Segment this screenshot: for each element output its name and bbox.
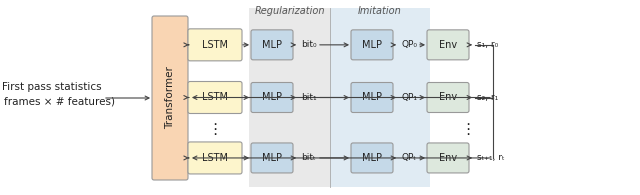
FancyBboxPatch shape — [351, 30, 393, 60]
Text: QP₀: QP₀ — [401, 40, 417, 49]
FancyBboxPatch shape — [152, 16, 188, 180]
Text: MLP: MLP — [262, 92, 282, 103]
FancyBboxPatch shape — [427, 82, 469, 113]
Text: bit₁: bit₁ — [301, 93, 317, 102]
Text: MLP: MLP — [362, 40, 382, 50]
Text: MLP: MLP — [362, 153, 382, 163]
Text: Transformer: Transformer — [165, 66, 175, 129]
FancyBboxPatch shape — [427, 143, 469, 173]
Text: LSTM: LSTM — [202, 92, 228, 103]
Text: bit₀: bit₀ — [301, 40, 317, 49]
FancyBboxPatch shape — [251, 30, 293, 60]
Text: LSTM: LSTM — [202, 40, 228, 50]
Text: MLP: MLP — [262, 40, 282, 50]
Text: Imitation: Imitation — [358, 6, 402, 16]
FancyBboxPatch shape — [251, 143, 293, 173]
Text: Env: Env — [439, 40, 457, 50]
Text: Env: Env — [439, 153, 457, 163]
Text: MLP: MLP — [262, 153, 282, 163]
Text: First pass statistics: First pass statistics — [2, 82, 102, 92]
FancyBboxPatch shape — [351, 82, 393, 113]
Bar — [330, 8, 430, 187]
Text: LSTM: LSTM — [202, 153, 228, 163]
Text: s₂, r₁: s₂, r₁ — [477, 93, 499, 102]
FancyBboxPatch shape — [351, 143, 393, 173]
FancyBboxPatch shape — [188, 29, 242, 61]
Text: Regularization: Regularization — [254, 6, 324, 16]
Text: QPₜ: QPₜ — [401, 153, 416, 162]
FancyBboxPatch shape — [188, 142, 242, 174]
Text: (# frames × # features): (# frames × # features) — [0, 97, 115, 107]
Text: MLP: MLP — [362, 92, 382, 103]
Text: sₜ₊₁, rₜ: sₜ₊₁, rₜ — [477, 153, 504, 162]
Text: s₁, r₀: s₁, r₀ — [477, 40, 499, 49]
Text: ⋮: ⋮ — [207, 122, 223, 137]
Bar — [249, 8, 330, 187]
Text: bitₜ: bitₜ — [301, 153, 316, 162]
Text: ⋮: ⋮ — [460, 122, 476, 137]
Text: Env: Env — [439, 92, 457, 103]
Text: QP₁: QP₁ — [401, 93, 417, 102]
FancyBboxPatch shape — [251, 82, 293, 113]
FancyBboxPatch shape — [427, 30, 469, 60]
FancyBboxPatch shape — [188, 82, 242, 113]
